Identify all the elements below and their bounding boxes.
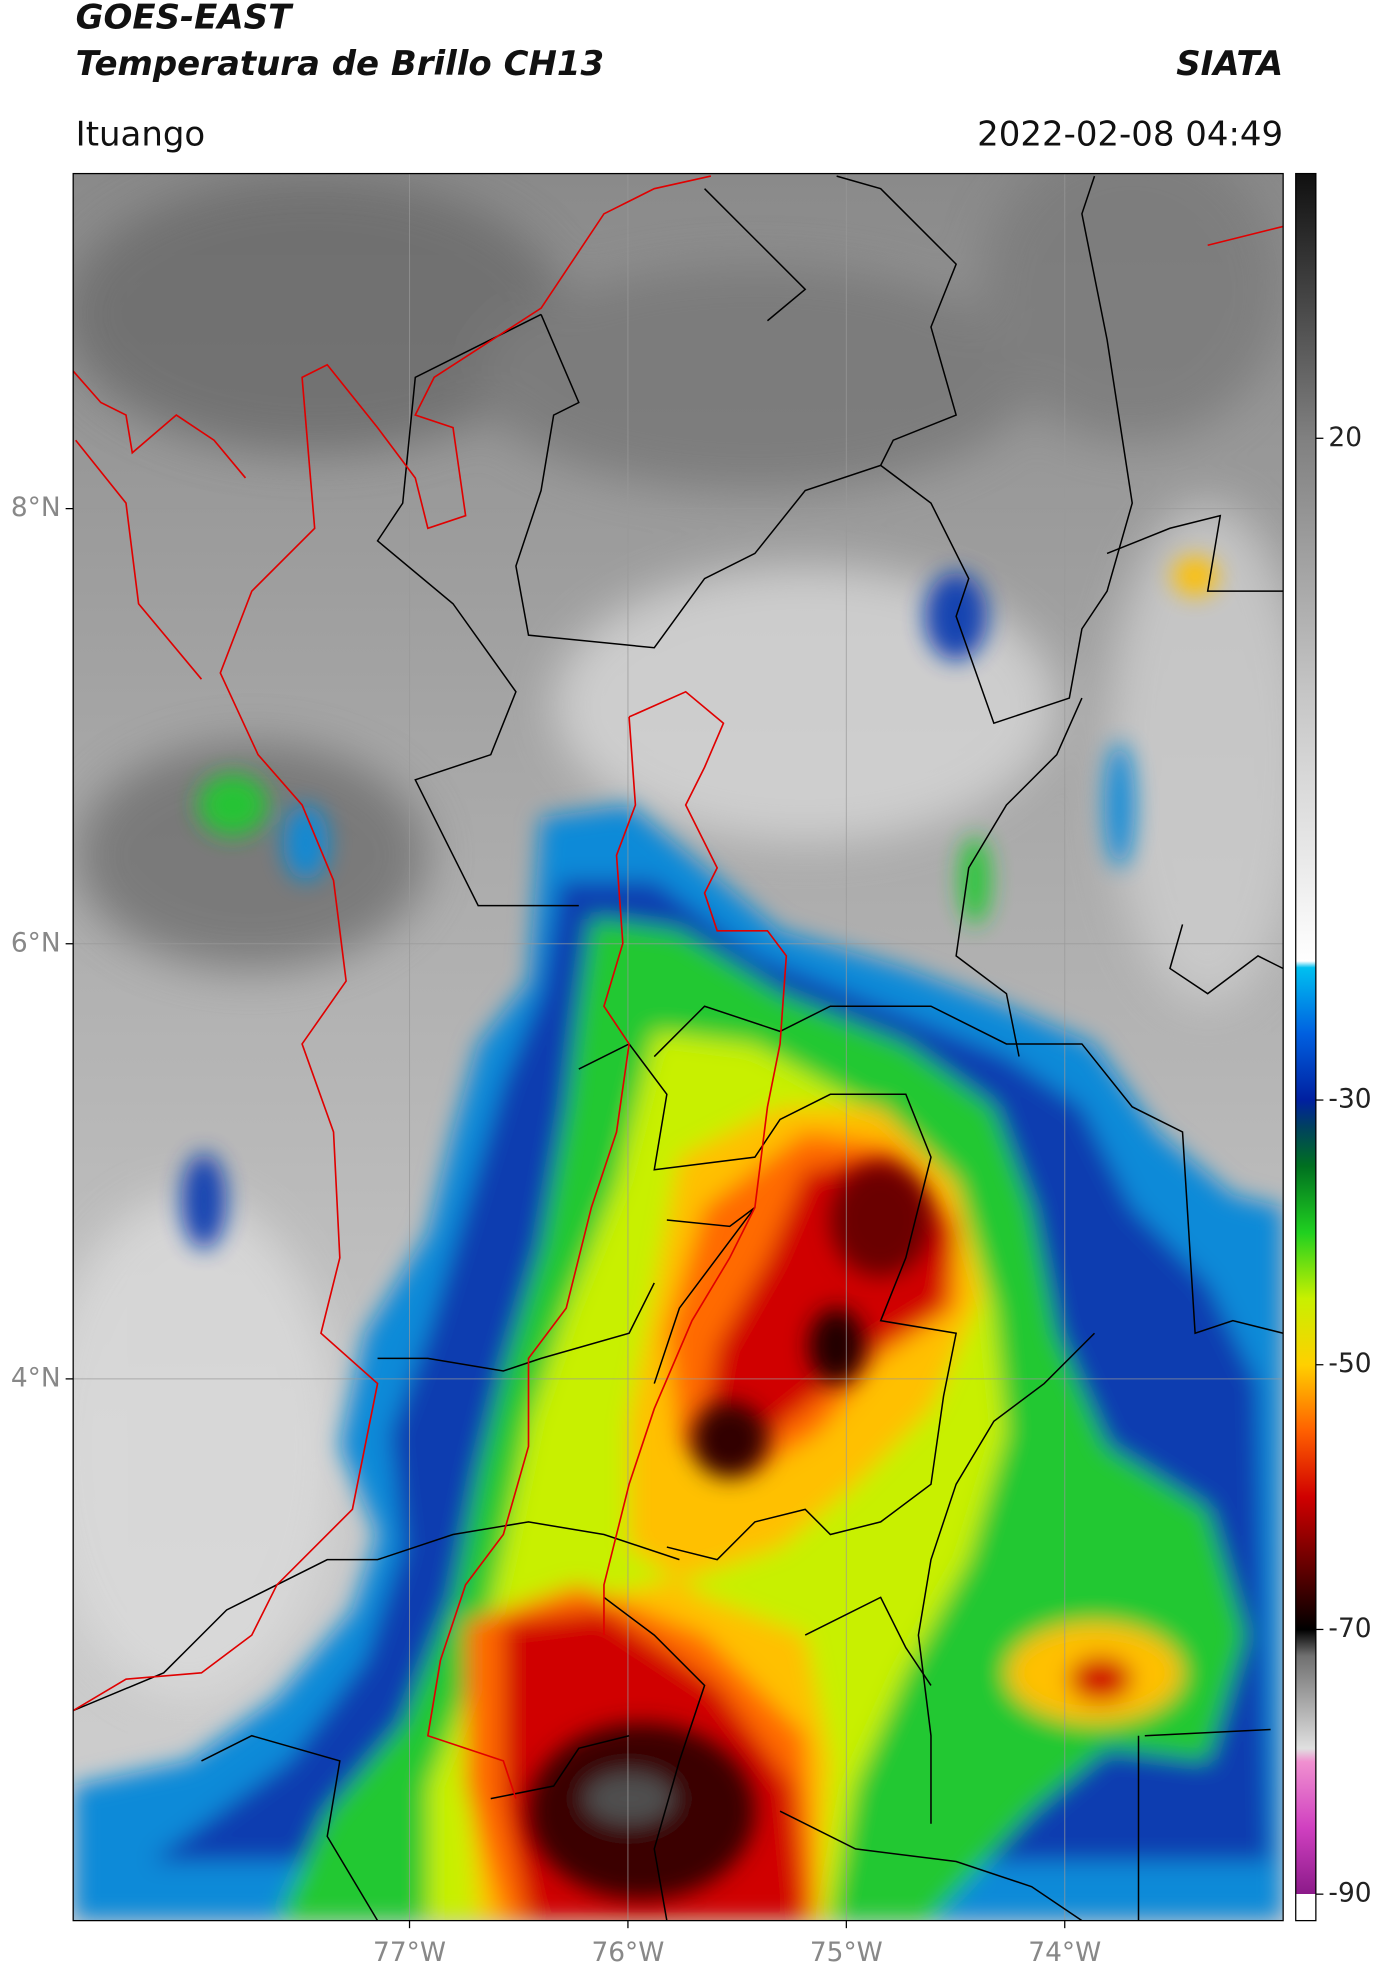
- colorbar-tick-label: -70: [1328, 1613, 1371, 1644]
- location: Ituango: [76, 114, 206, 154]
- subtitle: Temperatura de Brillo CH13: [76, 44, 604, 84]
- colorbar-tick-label: 20: [1328, 422, 1362, 453]
- axes: 77°W 76°W 75°W 74°W 8°N 6°N 4°N: [11, 492, 1101, 1968]
- admin-boundaries: [73, 175, 1284, 1921]
- x-tick-label: 77°W: [373, 1937, 446, 1968]
- source: SIATA: [1176, 44, 1283, 84]
- y-tick-label: 8°N: [11, 492, 61, 523]
- x-tick-label: 75°W: [810, 1937, 883, 1968]
- satellite-image: [73, 173, 1284, 1921]
- y-tick-label: 6°N: [11, 927, 61, 958]
- x-tick-label: 74°W: [1028, 1937, 1101, 1968]
- title: GOES-EAST: [76, 0, 294, 37]
- colorbar-tick-label: -30: [1328, 1084, 1371, 1115]
- x-tick-label: 76°W: [591, 1937, 664, 1968]
- colorbar: 20 -30 -50 -70 -90: [1295, 172, 1372, 1922]
- borders-coast: [73, 175, 1284, 1799]
- map-frame: [72, 172, 1284, 1922]
- datetime: 2022-02-08 04:49: [977, 114, 1283, 154]
- colorbar-tick-label: -50: [1328, 1348, 1371, 1379]
- colorbar-scale: [1295, 172, 1317, 1922]
- y-tick-label: 4°N: [11, 1362, 61, 1393]
- colorbar-tick-label: -90: [1328, 1878, 1371, 1909]
